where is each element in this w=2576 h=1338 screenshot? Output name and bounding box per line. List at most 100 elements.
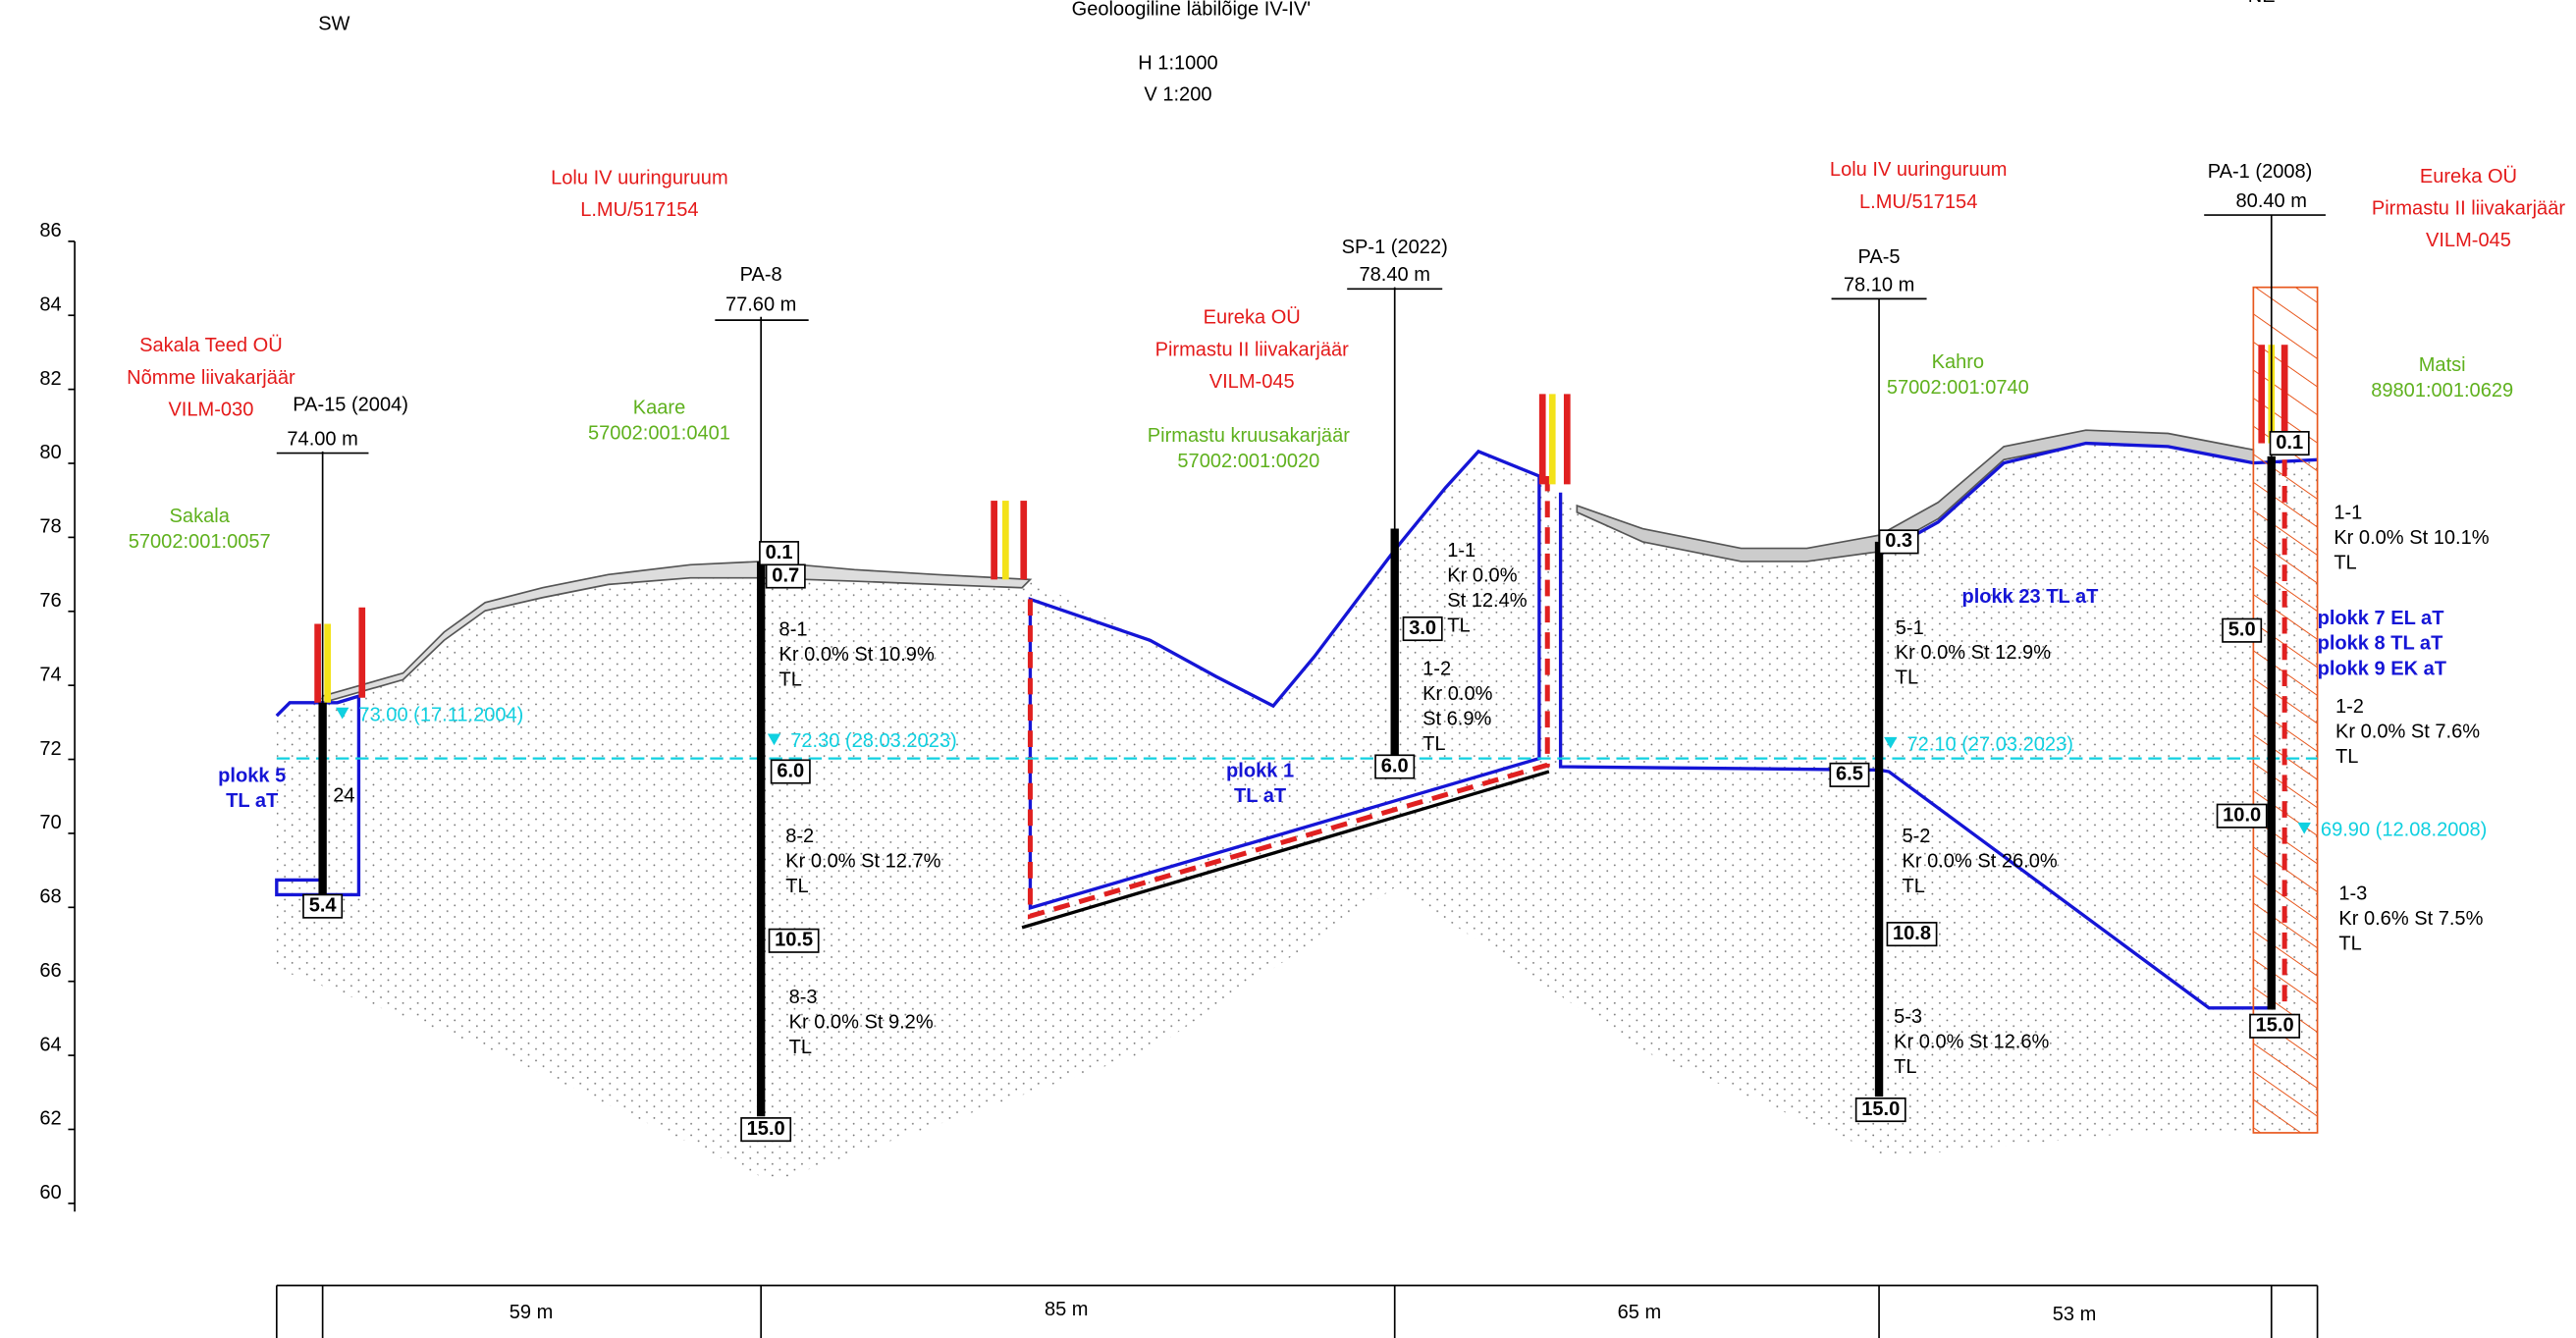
marker xyxy=(2258,345,2265,443)
layer-text: Kr 0.0% xyxy=(1447,565,1517,587)
layer-text: 1-2 xyxy=(2335,696,2364,718)
layer-text: TL xyxy=(1902,876,1924,897)
block-label: plokk 5 xyxy=(218,765,286,786)
borehole-elevation: 74.00 m xyxy=(287,428,357,450)
ground-mass xyxy=(277,440,2318,1182)
note: 24 xyxy=(333,784,354,806)
layer-text: St 6.9% xyxy=(1422,708,1491,729)
layer-text: 5-2 xyxy=(1902,826,1930,847)
block-label: TL aT xyxy=(1234,785,1287,807)
property-label: 57002:001:0740 xyxy=(1887,377,2029,399)
distance-bar xyxy=(277,1285,2318,1338)
geological-section: Geoloogiline läbilõige IV-IV'H 1:1000V 1… xyxy=(0,0,2576,1338)
axis-label: 70 xyxy=(39,812,61,833)
layer-text: Kr 0.6% St 7.5% xyxy=(2338,908,2483,930)
borehole-name: PA-8 xyxy=(740,264,782,286)
layer-text: TL xyxy=(1894,1056,1916,1078)
quarry-label: Pirmastu II liivakarjäär xyxy=(2372,198,2566,220)
depth-label: 15.0 xyxy=(747,1118,785,1140)
depth-label: 10.8 xyxy=(1893,923,1931,944)
axis-label: 62 xyxy=(39,1108,61,1130)
scale: V 1:200 xyxy=(1144,83,1211,105)
layer-text: 1-1 xyxy=(1447,540,1476,562)
marker xyxy=(358,608,365,698)
marker xyxy=(1539,394,1546,484)
layer-text: Kr 0.0% St 26.0% xyxy=(1902,851,2057,873)
axis-label: 64 xyxy=(39,1034,61,1055)
property-label: 57002:001:0057 xyxy=(129,531,271,553)
axis-label: 82 xyxy=(39,368,61,390)
layer-text: TL xyxy=(1422,733,1445,755)
marker xyxy=(324,624,331,703)
direction: NE xyxy=(2248,0,2276,7)
distance: 85 m xyxy=(1045,1299,1089,1320)
depth-label: 5.0 xyxy=(2228,618,2256,640)
borehole-name: SP-1 (2022) xyxy=(1342,237,1448,258)
axis-label: 86 xyxy=(39,220,61,241)
layer-text: 1-2 xyxy=(1422,659,1451,680)
borehole-elevation: 78.40 m xyxy=(1359,264,1429,286)
borehole-name: PA-5 xyxy=(1858,246,1901,268)
layer-text: TL xyxy=(2334,553,2356,574)
depth-label: 15.0 xyxy=(2256,1015,2294,1037)
depth-label: 6.0 xyxy=(777,760,804,781)
marker xyxy=(1564,394,1571,484)
layer-text: TL xyxy=(785,876,808,897)
quarry-label: Sakala Teed OÜ xyxy=(139,335,283,356)
depth-label: 15.0 xyxy=(1861,1098,1900,1120)
layer-text: TL xyxy=(779,669,802,690)
layer-text: Kr 0.0% St 7.6% xyxy=(2335,722,2480,743)
axis-label: 76 xyxy=(39,590,61,612)
property-label: Kaare xyxy=(633,398,685,419)
depth-label: 3.0 xyxy=(1409,617,1436,639)
distance: 53 m xyxy=(2053,1304,2097,1325)
block-label: plokk 1 xyxy=(1226,760,1294,781)
block-label: plokk 7 EL aT xyxy=(2318,608,2445,629)
depth-label: 0.3 xyxy=(1885,530,1912,552)
property-label: 57002:001:0401 xyxy=(588,423,730,445)
marker xyxy=(2281,345,2288,443)
borehole-name: PA-1 (2008) xyxy=(2208,161,2313,183)
quarry-label: Eureka OÜ xyxy=(2420,166,2517,187)
quarry-label: VILM-045 xyxy=(2426,230,2511,251)
quarry-label: L.MU/517154 xyxy=(580,199,698,221)
layer-text: Kr 0.0% St 12.6% xyxy=(1894,1032,2049,1053)
block-label: plokk 23 TL aT xyxy=(1961,586,2099,608)
layer-text: Kr 0.0% St 12.7% xyxy=(785,851,940,873)
axis-label: 80 xyxy=(39,442,61,463)
layer-text: TL xyxy=(1896,668,1918,689)
depth-label: 6.0 xyxy=(1381,755,1409,776)
layer-text: Kr 0.0% St 9.2% xyxy=(789,1012,934,1034)
property-label: 57002:001:0020 xyxy=(1177,451,1319,472)
layer-text: 1-3 xyxy=(2338,883,2367,905)
marker xyxy=(314,624,321,703)
layer-text: 8-1 xyxy=(779,618,808,640)
layer-text: TL xyxy=(789,1037,812,1058)
layer-text: TL xyxy=(1447,615,1470,636)
property-label: Kahro xyxy=(1932,351,1985,373)
title: Geoloogiline läbilõige IV-IV' xyxy=(1072,0,1311,20)
layer-text: Kr 0.0% St 10.9% xyxy=(779,644,935,666)
depth-label: 0.1 xyxy=(766,542,793,563)
layer-text: St 12.4% xyxy=(1447,590,1528,612)
quarry-label: VILM-045 xyxy=(1209,371,1295,393)
quarry-label: Pirmastu II liivakarjäär xyxy=(1155,339,1350,360)
axis-label: 60 xyxy=(39,1182,61,1204)
depth-label: 10.5 xyxy=(775,930,813,951)
layer-text: Kr 0.0% St 10.1% xyxy=(2334,527,2489,549)
borehole-elevation: 78.10 m xyxy=(1844,274,1914,295)
quarry-label: Nõmme liivakarjäär xyxy=(127,367,295,389)
water-level: 69.90 (12.08.2008) xyxy=(2321,820,2487,841)
axis-label: 84 xyxy=(39,294,61,315)
water-level: 72.10 (27.03.2023) xyxy=(1906,734,2072,756)
quarry-label: Lolu IV uuringuruum xyxy=(1830,159,2008,181)
layer-text: Kr 0.0% xyxy=(1422,683,1492,705)
distance: 65 m xyxy=(1618,1302,1662,1323)
layer-text: Kr 0.0% St 12.9% xyxy=(1896,642,2051,664)
borehole-elevation: 77.60 m xyxy=(725,294,796,315)
axis-label: 66 xyxy=(39,960,61,982)
marker xyxy=(1002,501,1009,579)
water-level: 73.00 (17.11.2004) xyxy=(358,704,523,725)
block-label: plokk 8 TL aT xyxy=(2318,633,2443,655)
layer-text: 5-3 xyxy=(1894,1006,1922,1028)
